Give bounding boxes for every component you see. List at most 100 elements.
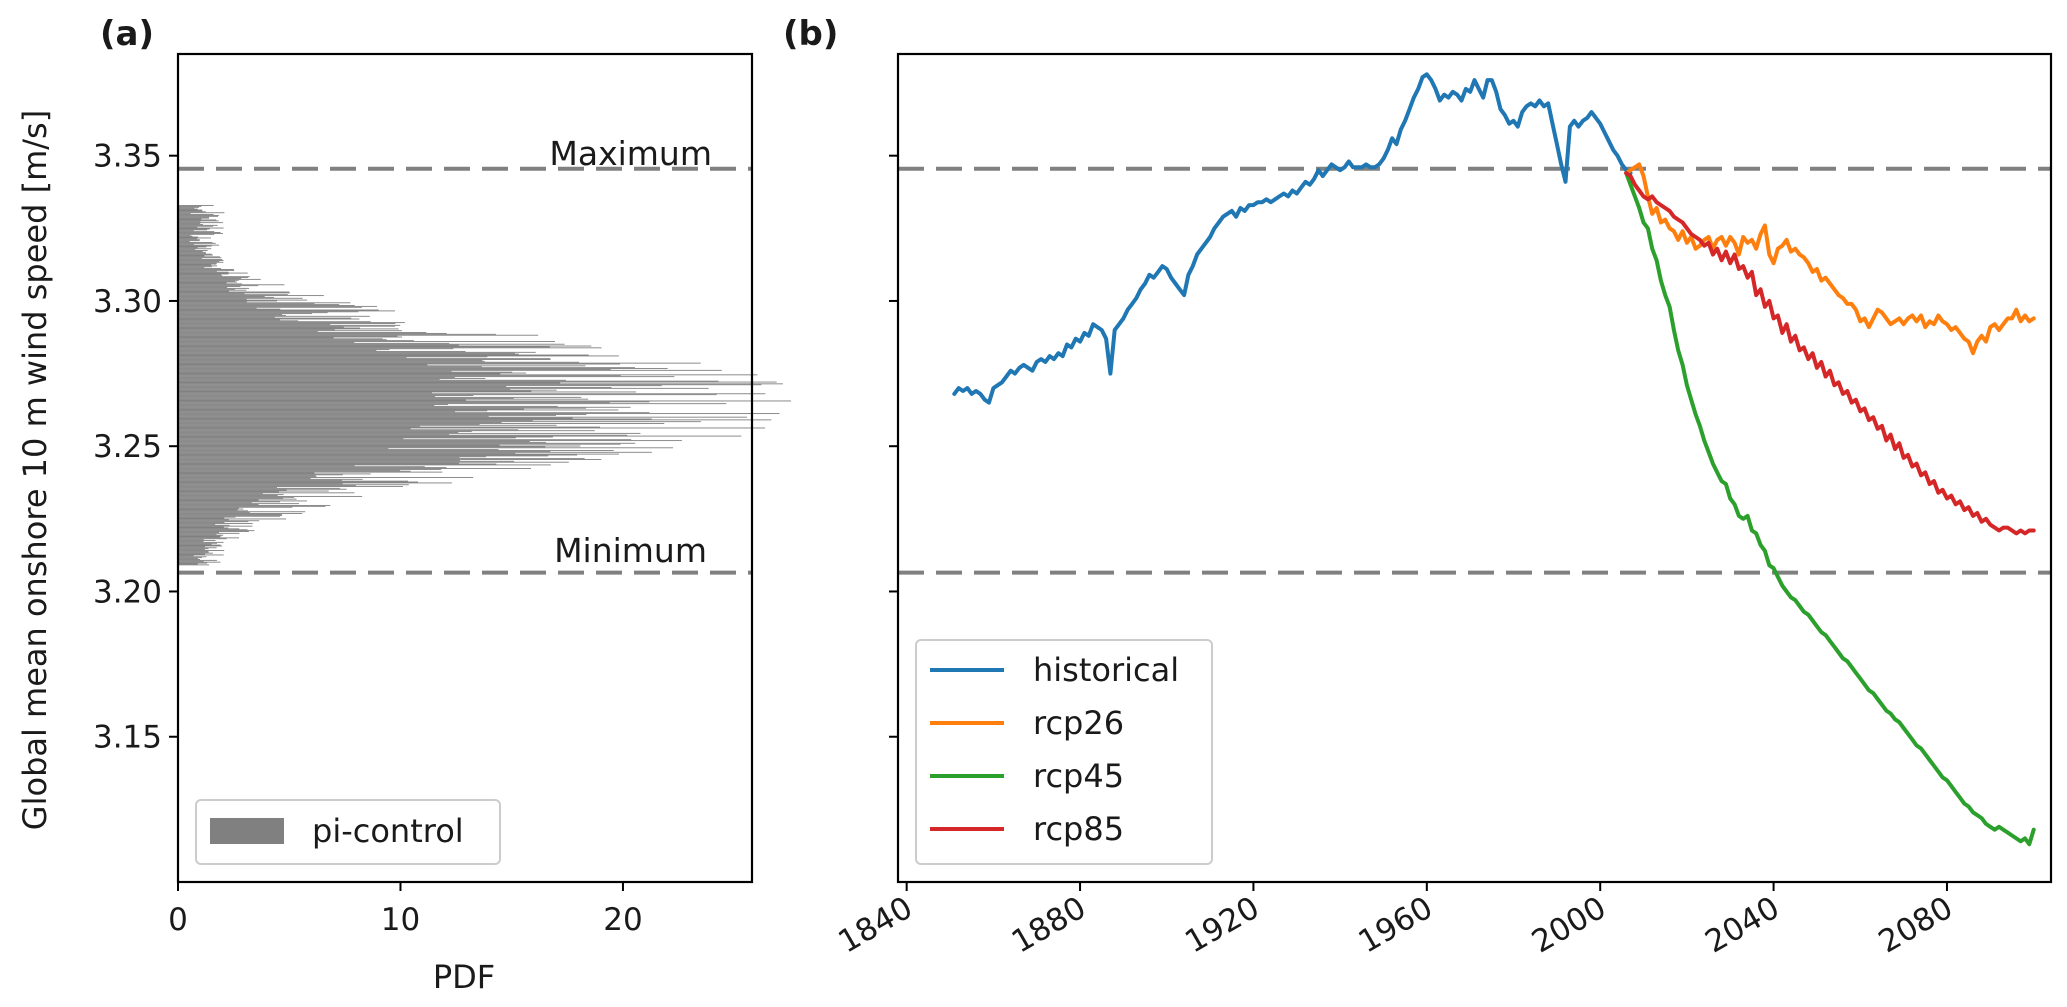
histogram-bar <box>178 414 557 416</box>
histogram-bar <box>178 260 224 261</box>
histogram-bar <box>178 536 221 538</box>
histogram-bar <box>178 399 466 401</box>
histogram-bar <box>178 460 515 462</box>
pi-control-histogram <box>178 205 792 566</box>
histogram-bar <box>178 303 315 305</box>
histogram-bar <box>178 472 315 474</box>
histogram-bar <box>178 206 199 208</box>
histogram-bar <box>178 260 220 262</box>
histogram-bar <box>178 296 274 298</box>
series-lines <box>952 72 2036 847</box>
histogram-bar <box>178 530 255 532</box>
histogram-bar <box>178 372 527 374</box>
histogram-bar <box>178 562 208 564</box>
histogram-bar <box>178 287 228 288</box>
histogram-bar <box>178 374 758 376</box>
histogram-bar <box>178 504 331 506</box>
histogram-bar <box>178 281 237 283</box>
histogram-bar <box>178 564 210 566</box>
histogram-bar <box>178 485 356 487</box>
series-rcp26-line <box>1624 162 2036 356</box>
histogram-bar <box>178 234 191 236</box>
histogram-bar <box>178 526 224 528</box>
histogram-bar <box>178 356 488 358</box>
histogram-bar <box>178 256 221 258</box>
histogram-bar <box>178 541 204 542</box>
histogram-bar <box>178 347 602 349</box>
histogram-bar <box>178 380 719 382</box>
histogram-bar <box>178 329 335 331</box>
histogram-bar <box>178 554 224 556</box>
histogram-bar <box>178 297 303 299</box>
histogram-bar <box>178 364 428 366</box>
histogram-bar <box>178 459 461 461</box>
histogram-bar <box>178 525 253 527</box>
histogram-bar <box>178 464 551 466</box>
histogram-bar <box>178 444 500 446</box>
histogram-bar <box>178 468 442 470</box>
histogram-bar <box>178 532 240 534</box>
histogram-bar <box>178 439 632 441</box>
histogram-bar <box>178 397 514 399</box>
histogram-bar <box>178 509 238 511</box>
minimum-label: Minimum <box>554 531 707 570</box>
histogram-bar <box>178 545 223 547</box>
histogram-bar <box>178 368 611 370</box>
histogram-bar <box>178 318 360 320</box>
legend-a-box <box>195 799 501 865</box>
histogram-bar <box>178 395 474 397</box>
histogram-bar <box>178 208 198 210</box>
histogram-bar <box>178 413 780 415</box>
histogram-bar <box>178 377 455 378</box>
histogram-bar <box>178 402 610 404</box>
histogram-bar <box>178 225 214 227</box>
histogram-bar <box>178 207 195 209</box>
histogram-bar <box>178 516 236 518</box>
histogram-bar <box>178 254 213 256</box>
histogram-bar <box>178 498 297 500</box>
histogram-bar <box>178 338 383 340</box>
histogram-bar <box>178 423 480 425</box>
histogram-bar <box>178 492 355 494</box>
histogram-bar <box>178 385 662 387</box>
histogram-bar <box>178 400 792 402</box>
x-tick-label-b: 1880 <box>1006 890 1092 961</box>
histogram-bar <box>178 388 511 390</box>
histogram-bar <box>178 423 665 424</box>
histogram-bar <box>178 468 532 469</box>
histogram-bar <box>178 550 225 551</box>
histogram-bar <box>178 232 223 234</box>
histogram-bar <box>178 334 539 336</box>
histogram-bar <box>178 257 222 259</box>
histogram-bar <box>178 358 551 360</box>
histogram-bar <box>178 353 519 355</box>
histogram-bar <box>178 223 201 224</box>
histogram-bar <box>178 507 239 509</box>
histogram-bar <box>178 336 403 338</box>
histogram-bar <box>178 278 261 280</box>
histogram-bar <box>178 505 326 507</box>
histogram-bar <box>178 287 250 289</box>
histogram-bar <box>178 259 223 261</box>
histogram-bar <box>178 488 347 490</box>
panel-b-label: (b) <box>783 14 838 54</box>
histogram-bar <box>178 223 203 225</box>
histogram-bar <box>178 429 519 431</box>
histogram-bar <box>178 233 215 235</box>
histogram-bar <box>178 477 311 479</box>
histogram-bar <box>178 316 275 318</box>
histogram-bar <box>178 441 530 442</box>
y-tick-label: 3.20 <box>93 574 162 610</box>
histogram-bar <box>178 557 202 559</box>
histogram-bar <box>178 561 221 563</box>
histogram-bar <box>178 352 516 354</box>
histogram-bar <box>178 453 620 455</box>
histogram-bar <box>178 310 396 312</box>
histogram-bar <box>178 368 668 369</box>
histogram-bar <box>178 375 621 377</box>
histogram-bar <box>178 490 329 492</box>
histogram-bar <box>178 224 218 226</box>
histogram-bar <box>178 405 558 407</box>
histogram-bar <box>178 450 614 451</box>
histogram-bar <box>178 391 637 393</box>
